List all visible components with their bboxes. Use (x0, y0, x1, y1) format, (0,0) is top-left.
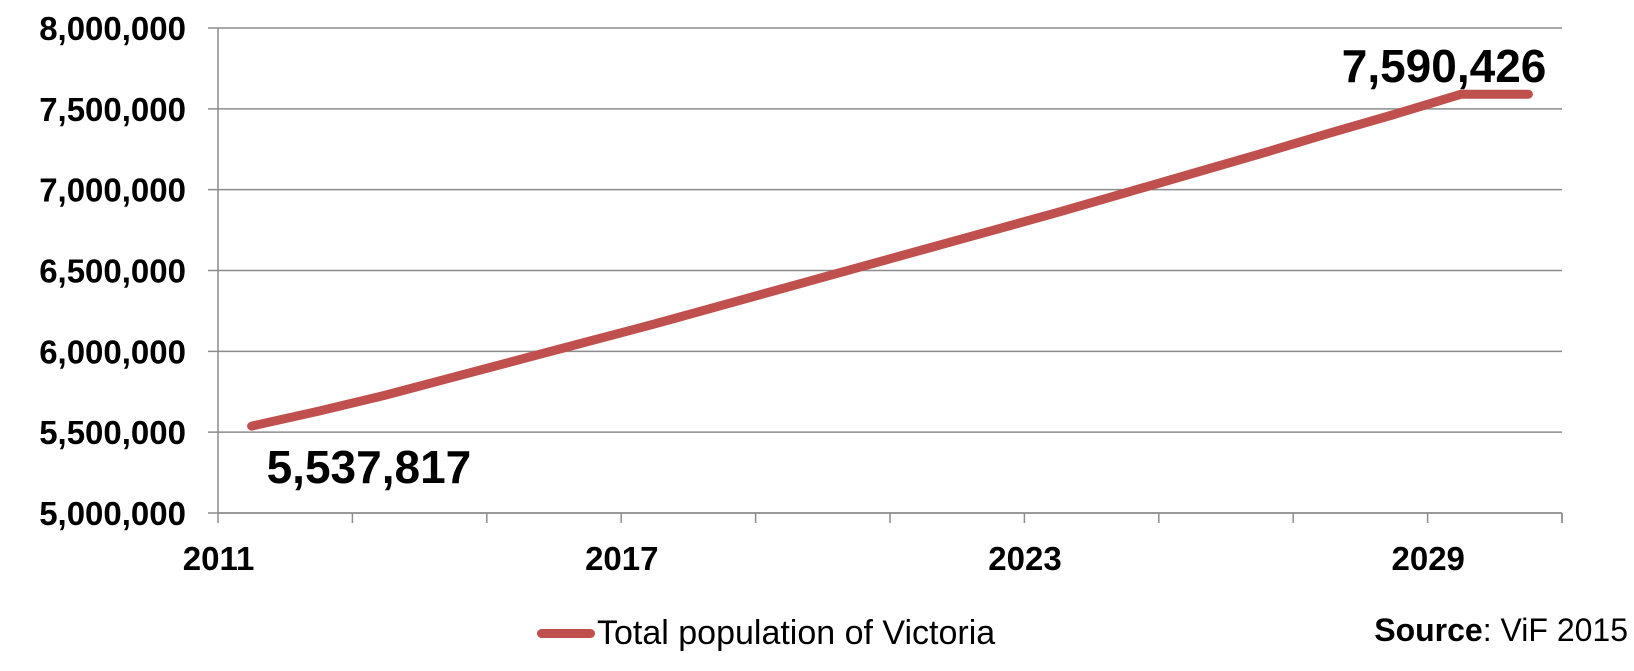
y-tick-label: 6,500,000 (39, 253, 186, 290)
x-tick-label: 2017 (585, 540, 658, 577)
series-line (247, 89, 1533, 431)
x-axis-tick-labels: 2011 2017 2023 2029 (183, 540, 1465, 577)
gridlines (208, 27, 1562, 514)
y-tick-label: 8,000,000 (39, 10, 186, 47)
data-label: 5,537,817 (267, 441, 472, 493)
y-tick-label: 6,000,000 (39, 333, 186, 370)
y-tick-label: 7,000,000 (39, 172, 186, 209)
y-tick-label: 7,500,000 (39, 91, 186, 128)
data-labels: 5,537,817 7,590,426 (267, 40, 1547, 493)
x-tick-label: 2029 (1391, 540, 1464, 577)
y-axis-tick-labels: 5,000,000 5,500,000 6,000,000 6,500,000 7,00… (39, 10, 186, 532)
series-lines (247, 89, 1533, 431)
source-note: Source: ViF 2015 (1374, 612, 1628, 649)
axes (217, 28, 1563, 523)
y-tick-label: 5,000,000 (39, 495, 186, 532)
y-tick-label: 5,500,000 (39, 414, 186, 451)
legend-label: Total population of Victoria (597, 613, 996, 652)
source-text: : ViF 2015 (1482, 612, 1628, 648)
data-label: 7,590,426 (1342, 40, 1547, 92)
legend: Total population of Victoria (537, 608, 995, 658)
x-tick-label: 2011 (183, 540, 255, 577)
source-label: Source (1374, 612, 1483, 648)
x-tick-label: 2023 (988, 540, 1061, 577)
legend-swatch (537, 628, 595, 638)
